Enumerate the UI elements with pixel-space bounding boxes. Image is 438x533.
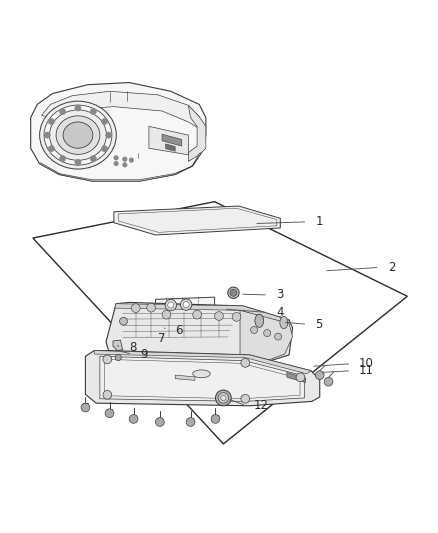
Circle shape [114,156,118,160]
Polygon shape [94,351,311,374]
Ellipse shape [56,116,100,155]
Circle shape [230,289,237,296]
Text: 2: 2 [388,261,395,274]
Circle shape [60,156,66,161]
Circle shape [180,299,192,310]
Polygon shape [106,302,293,364]
Text: 5: 5 [315,318,323,331]
Polygon shape [155,297,215,312]
Circle shape [232,312,241,321]
Circle shape [105,409,114,418]
Circle shape [120,317,127,325]
Text: 10: 10 [359,357,374,370]
Circle shape [103,391,112,399]
Circle shape [123,163,127,167]
Circle shape [241,394,250,403]
Text: 1: 1 [315,215,323,228]
Polygon shape [240,310,293,363]
Ellipse shape [280,317,288,329]
Circle shape [102,118,108,125]
Ellipse shape [193,370,210,378]
Circle shape [241,359,250,367]
Circle shape [183,302,189,308]
Circle shape [264,329,271,336]
Circle shape [221,395,226,400]
Circle shape [215,390,231,406]
Ellipse shape [255,314,264,327]
Polygon shape [113,340,123,351]
Circle shape [103,355,112,364]
Polygon shape [42,91,199,128]
Circle shape [324,377,333,386]
Polygon shape [162,134,182,146]
Circle shape [147,303,155,312]
Circle shape [106,132,112,138]
Circle shape [215,312,223,320]
Circle shape [315,371,324,379]
Circle shape [131,304,140,312]
Text: 12: 12 [254,399,269,413]
Circle shape [48,146,54,152]
Ellipse shape [44,105,112,165]
Polygon shape [254,314,285,329]
Polygon shape [39,152,201,181]
Circle shape [211,415,220,423]
Circle shape [275,333,282,340]
Polygon shape [85,351,320,406]
Circle shape [296,373,305,382]
Polygon shape [115,304,289,324]
Circle shape [44,132,50,138]
Circle shape [90,109,96,115]
Text: 3: 3 [276,288,283,302]
Polygon shape [31,83,206,181]
Polygon shape [114,206,280,235]
Polygon shape [166,144,175,151]
Circle shape [75,159,81,165]
Circle shape [48,118,54,125]
Circle shape [102,146,108,152]
Text: 8: 8 [129,341,137,354]
Circle shape [165,300,177,311]
Circle shape [75,105,81,111]
Ellipse shape [39,101,116,169]
Polygon shape [287,373,306,383]
Circle shape [81,403,90,412]
Circle shape [129,158,134,162]
Polygon shape [175,375,195,381]
Circle shape [129,415,138,423]
Polygon shape [188,106,206,161]
Text: 4: 4 [276,306,283,319]
Ellipse shape [63,122,93,148]
Circle shape [60,109,66,115]
Circle shape [115,354,121,361]
Text: 9: 9 [140,348,148,361]
Circle shape [114,161,118,166]
Circle shape [168,302,174,308]
Text: 6: 6 [175,324,183,336]
Text: 7: 7 [158,332,165,345]
Circle shape [251,327,258,334]
Ellipse shape [49,110,106,160]
Text: 11: 11 [359,364,374,377]
Circle shape [193,310,201,319]
Circle shape [218,393,229,403]
Polygon shape [149,126,188,155]
Circle shape [90,156,96,161]
Polygon shape [100,356,304,401]
Circle shape [186,418,195,426]
Circle shape [228,287,239,298]
Circle shape [123,157,127,161]
Circle shape [162,310,171,319]
Circle shape [155,418,164,426]
